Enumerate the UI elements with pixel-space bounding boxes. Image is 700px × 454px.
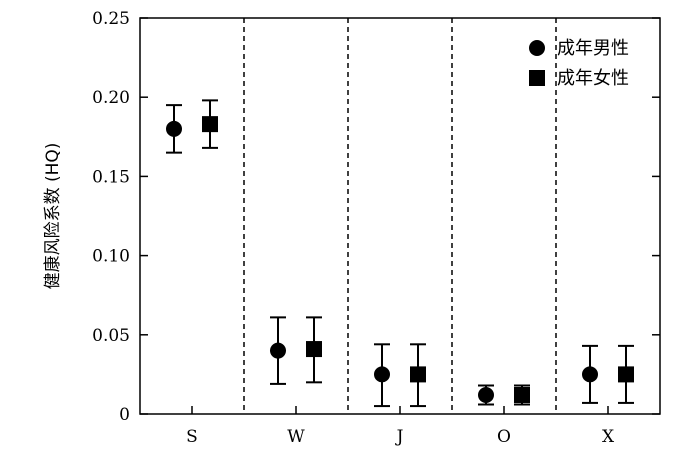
series-marks xyxy=(166,99,634,408)
legend-label: 成年男性 xyxy=(557,38,629,59)
x-tick-label: X xyxy=(602,427,615,447)
x-tick-label: S xyxy=(186,427,198,447)
y-tick-label: 0 xyxy=(119,405,130,425)
data-point-circle xyxy=(270,342,286,359)
data-point-circle xyxy=(478,386,494,403)
data-point-square xyxy=(410,366,426,383)
x-tick-label: J xyxy=(395,427,404,447)
y-tick-label: 0.25 xyxy=(92,9,130,29)
category-separators xyxy=(243,18,557,414)
data-point-square xyxy=(514,386,530,403)
x-tick-label: W xyxy=(287,427,305,447)
y-tick-label: 0.10 xyxy=(92,247,130,267)
y-axis-ticks: 0 0.05 0.10 0.15 0.20 0.25 xyxy=(92,9,660,425)
data-point-square xyxy=(618,366,634,383)
data-point-circle xyxy=(582,366,598,383)
x-tick-label: O xyxy=(497,427,511,447)
data-point-square xyxy=(202,116,218,133)
y-axis-title: 健康风险系数 (HQ) xyxy=(43,143,63,290)
legend-label: 成年女性 xyxy=(557,68,629,89)
y-tick-label: 0.20 xyxy=(92,88,130,108)
data-point-square xyxy=(306,341,322,358)
legend-marker-square xyxy=(529,70,545,86)
data-point-circle xyxy=(166,120,182,137)
legend-marker-circle xyxy=(529,40,545,56)
y-tick-label: 0.15 xyxy=(92,167,130,187)
data-point-circle xyxy=(374,366,390,383)
y-tick-label: 0.05 xyxy=(92,326,130,346)
